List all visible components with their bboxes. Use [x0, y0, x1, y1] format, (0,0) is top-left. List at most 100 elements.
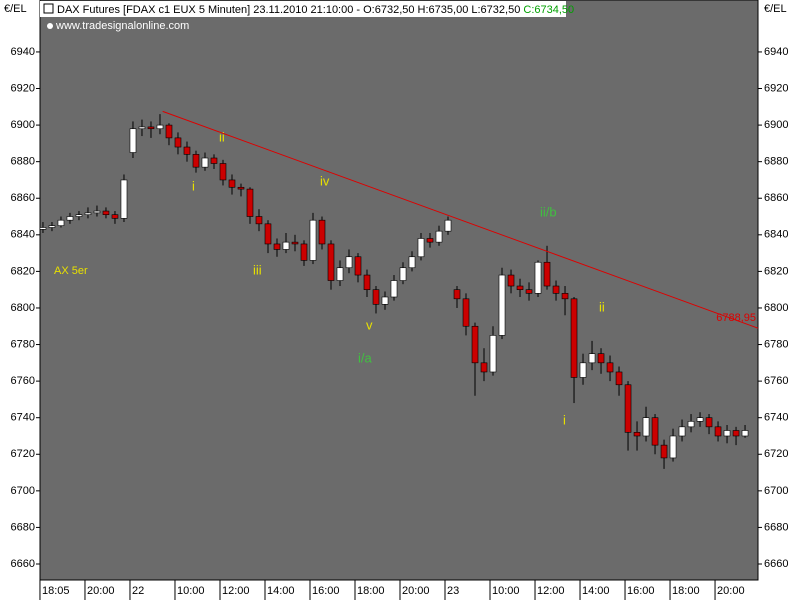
- x-tick-label: 20:00: [402, 585, 430, 597]
- candle-body: [57, 219, 65, 226]
- y-tick-label: 6860: [764, 192, 788, 204]
- y-tick-label: 6920: [764, 82, 788, 94]
- candle-body: [75, 214, 83, 217]
- candle-body: [705, 417, 713, 428]
- candle-body: [570, 298, 578, 378]
- candle-body: [354, 256, 362, 276]
- y-unit-left: €/EL: [4, 3, 27, 15]
- y-tick-label: 6860: [11, 192, 35, 204]
- y-tick-label: 6940: [764, 46, 788, 58]
- x-tick-label: 14:00: [582, 585, 610, 597]
- x-tick-label: 12:00: [537, 585, 565, 597]
- x-tick-label: 18:05: [42, 585, 70, 597]
- candle-body: [345, 256, 353, 269]
- candle-body: [480, 362, 488, 373]
- candle-body: [696, 417, 704, 422]
- candle-body: [417, 238, 425, 258]
- header-icon: [43, 3, 54, 14]
- y-tick-label: 6680: [764, 521, 788, 533]
- y-tick-label: 6780: [11, 338, 35, 350]
- candle-body: [381, 296, 389, 305]
- candle-body: [273, 243, 281, 250]
- wave-label: ii: [219, 129, 225, 144]
- candle-body: [264, 223, 272, 245]
- wave-label: i: [563, 412, 566, 427]
- wave-label: i: [192, 178, 195, 193]
- candle-body: [363, 274, 371, 290]
- candle-body: [669, 435, 677, 459]
- x-tick-label: 20:00: [717, 585, 745, 597]
- y-tick-label: 6880: [11, 156, 35, 168]
- instrument-label: AX 5er: [54, 265, 88, 277]
- candle-body: [192, 154, 200, 168]
- x-tick-label: 16:00: [312, 585, 340, 597]
- trendline-label: 6788,95: [716, 312, 756, 324]
- candle-body: [435, 230, 443, 243]
- candle-body: [588, 353, 596, 364]
- candle-body: [543, 261, 551, 287]
- candle-body: [291, 241, 299, 245]
- y-tick-label: 6900: [11, 119, 35, 131]
- y-tick-label: 6720: [11, 448, 35, 460]
- header-close: C:6734,50: [523, 4, 574, 16]
- header-box: [40, 1, 566, 17]
- candle-body: [498, 274, 506, 336]
- source: www.tradesignalonline.com: [55, 20, 189, 32]
- candle-body: [462, 298, 470, 327]
- x-tick-label: 22: [132, 585, 144, 597]
- y-tick-label: 6920: [11, 82, 35, 94]
- candle-body: [111, 214, 119, 219]
- wave-label: v: [366, 317, 373, 332]
- wave-label: ii: [599, 299, 605, 314]
- candle-body: [453, 289, 461, 300]
- y-tick-label: 6880: [764, 156, 788, 168]
- candle-body: [48, 225, 56, 228]
- candle-body: [624, 384, 632, 433]
- candle-body: [651, 417, 659, 446]
- wave-label: iii: [253, 262, 262, 277]
- header-info-text: DAX Futures [FDAX c1 EUX 5 Minuten] 23.1…: [57, 4, 520, 16]
- candle-body: [156, 124, 164, 130]
- candle-body: [309, 219, 317, 261]
- trendline: [162, 110, 759, 329]
- x-tick-label: 18:00: [357, 585, 385, 597]
- y-tick-label: 6780: [764, 338, 788, 350]
- candle-body: [642, 417, 650, 437]
- x-tick-label: 20:00: [87, 585, 115, 597]
- candle-body: [66, 216, 74, 221]
- source-icon: [47, 23, 53, 29]
- plot-area: [39, 0, 759, 581]
- x-tick-label: 14:00: [267, 585, 295, 597]
- candle-body: [561, 293, 569, 300]
- candle-body: [579, 362, 587, 378]
- y-tick-label: 6740: [11, 412, 35, 424]
- candle-body: [489, 335, 497, 373]
- candle-body: [426, 238, 434, 243]
- y-tick-label: 6840: [764, 229, 788, 241]
- y-tick-label: 6660: [764, 558, 788, 570]
- candle-body: [606, 362, 614, 373]
- candle-body: [165, 124, 173, 139]
- candle-body: [300, 243, 308, 261]
- candle-body: [318, 219, 326, 245]
- candle-body: [552, 285, 560, 294]
- y-tick-label: 6660: [11, 558, 35, 570]
- candle-body: [723, 430, 731, 437]
- candle-body: [525, 289, 533, 294]
- x-tick-label: 10:00: [492, 585, 520, 597]
- candle-body: [615, 371, 623, 386]
- candle-body: [174, 137, 182, 148]
- candle-body: [147, 126, 155, 130]
- wave-label: ii/b: [540, 204, 557, 219]
- candle-body: [201, 157, 209, 168]
- candle-body: [219, 163, 227, 181]
- candle-body: [93, 210, 101, 214]
- y-tick-label: 6820: [764, 265, 788, 277]
- y-tick-label: 6760: [764, 375, 788, 387]
- x-tick-label: 16:00: [627, 585, 655, 597]
- candle-body: [471, 325, 479, 364]
- candle-body: [516, 285, 524, 290]
- candle-body: [120, 179, 128, 219]
- y-tick-label: 6700: [764, 485, 788, 497]
